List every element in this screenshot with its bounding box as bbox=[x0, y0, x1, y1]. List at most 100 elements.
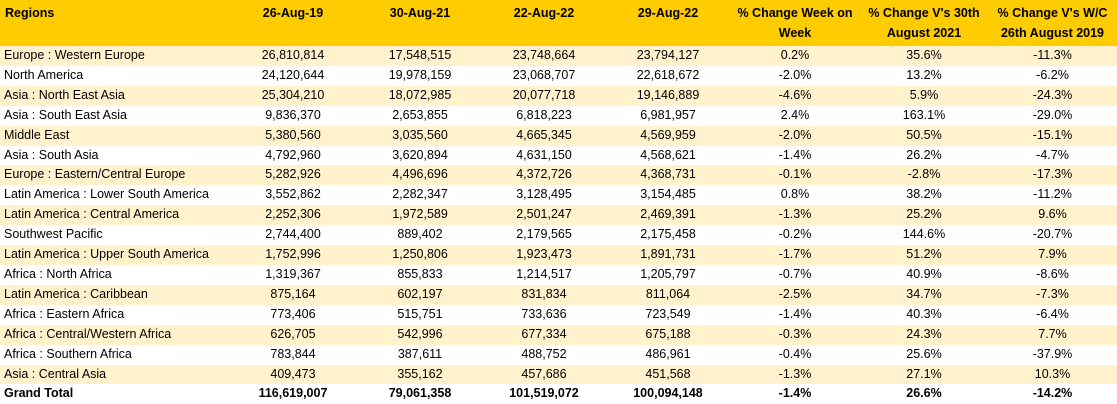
cell-region: Asia : North East Asia bbox=[4, 87, 125, 102]
cell-value-29-aug-22: 811,064 bbox=[645, 286, 691, 301]
cell-change-2019: -37.9% bbox=[1032, 346, 1073, 361]
table-row: Southwest Pacific 2,744,400 889,402 2,179,5… bbox=[0, 225, 1117, 246]
total-change-2021: 26.6% bbox=[860, 384, 988, 404]
cell-change-2019: 7.9% bbox=[1038, 247, 1067, 262]
cell-value-29-aug-22: 3,154,485 bbox=[640, 187, 696, 202]
cell-value-30-aug-21: 855,833 bbox=[397, 266, 443, 281]
header-30-aug-21: 30-Aug-21 bbox=[358, 0, 482, 46]
cell-change-2021: 51.2% bbox=[906, 247, 942, 262]
cell-change-week: -1.7% bbox=[778, 247, 812, 262]
cell-change-2021: 144.6% bbox=[902, 227, 946, 242]
cell-change-2021: 163.1% bbox=[902, 107, 946, 122]
total-value-26-aug-19: 116,619,007 bbox=[228, 384, 358, 404]
cell-value-22-aug-22: 457,686 bbox=[521, 366, 567, 381]
cell-change-2021: 38.2% bbox=[906, 187, 942, 202]
cell-change-2019: -6.2% bbox=[1036, 67, 1069, 82]
cell-value-30-aug-21: 4,496,696 bbox=[392, 167, 448, 182]
cell-change-2021: -2.8% bbox=[907, 167, 941, 182]
cell-change-2019: 10.3% bbox=[1034, 366, 1071, 381]
cell-change-2021: 25.2% bbox=[906, 207, 942, 222]
cell-value-29-aug-22: 1,891,731 bbox=[640, 247, 696, 262]
header-29-aug-22: 29-Aug-22 bbox=[606, 0, 730, 46]
cell-value-29-aug-22: 4,568,621 bbox=[640, 147, 696, 162]
cell-value-26-aug-19: 2,252,306 bbox=[265, 207, 321, 222]
cell-change-2021: 27.1% bbox=[906, 366, 942, 381]
cell-value-26-aug-19: 409,473 bbox=[270, 366, 316, 381]
cell-change-week: -2.0% bbox=[778, 67, 812, 82]
cell-region: North America bbox=[4, 67, 84, 82]
cell-value-30-aug-21: 3,620,894 bbox=[392, 147, 448, 162]
cell-value-26-aug-19: 875,164 bbox=[270, 286, 316, 301]
header-regions: Regions bbox=[0, 0, 228, 46]
cell-value-26-aug-19: 5,282,926 bbox=[265, 167, 321, 182]
cell-change-week: -2.0% bbox=[778, 127, 812, 142]
header-26-aug-19: 26-Aug-19 bbox=[228, 0, 358, 46]
cell-value-30-aug-21: 387,611 bbox=[397, 346, 443, 361]
table-row: Latin America : Central America 2,252,306… bbox=[0, 205, 1117, 226]
table-row: Latin America : Upper South America 1,752… bbox=[0, 245, 1117, 265]
cell-value-29-aug-22: 675,188 bbox=[645, 326, 691, 341]
cell-change-2019: -15.1% bbox=[1032, 127, 1073, 142]
cell-value-30-aug-21: 19,978,159 bbox=[388, 67, 452, 82]
cell-value-29-aug-22: 22,618,672 bbox=[636, 67, 700, 82]
cell-region: Latin America : Upper South America bbox=[4, 247, 209, 262]
cell-change-2019: -20.7% bbox=[1032, 227, 1073, 242]
cell-value-22-aug-22: 1,923,473 bbox=[516, 247, 572, 262]
cell-value-30-aug-21: 17,548,515 bbox=[388, 48, 452, 62]
cell-value-29-aug-22: 451,568 bbox=[645, 366, 691, 381]
cell-region: Africa : North Africa bbox=[4, 266, 112, 281]
cell-region: Africa : Eastern Africa bbox=[4, 306, 125, 321]
cell-change-week: -1.4% bbox=[778, 147, 812, 162]
table-row: Africa : Eastern Africa 773,406 515,751 733… bbox=[0, 304, 1117, 325]
cell-region: Middle East bbox=[4, 127, 70, 142]
table-row: Africa : Southern Africa 783,844 387,611 48… bbox=[0, 344, 1117, 365]
cell-value-29-aug-22: 4,368,731 bbox=[640, 167, 696, 182]
cell-change-2021: 40.9% bbox=[906, 266, 942, 281]
total-change-week: -1.4% bbox=[730, 384, 860, 404]
cell-change-2021: 24.3% bbox=[906, 326, 942, 341]
cell-change-week: -1.3% bbox=[778, 207, 812, 222]
cell-change-2019: -7.3% bbox=[1036, 286, 1069, 301]
cell-region: Latin America : Caribbean bbox=[4, 286, 148, 301]
table-row: Asia : Central Asia 409,473 355,162 457,686… bbox=[0, 364, 1117, 385]
cell-value-22-aug-22: 3,128,495 bbox=[516, 187, 572, 202]
total-change-2019: -14.2% bbox=[988, 384, 1117, 404]
table-row: Europe : Western Europe 26,810,814 17,548,… bbox=[0, 46, 1117, 66]
cell-value-22-aug-22: 2,179,565 bbox=[516, 227, 572, 242]
cell-value-26-aug-19: 2,744,400 bbox=[265, 227, 321, 242]
cell-change-2019: -4.7% bbox=[1036, 147, 1069, 162]
cell-value-22-aug-22: 677,334 bbox=[521, 326, 567, 341]
cell-change-week: -4.6% bbox=[778, 87, 812, 102]
table-row: Europe : Eastern/Central Europe 5,282,926… bbox=[0, 165, 1117, 186]
cell-value-22-aug-22: 23,748,664 bbox=[512, 48, 576, 62]
cell-value-22-aug-22: 488,752 bbox=[521, 346, 567, 361]
cell-value-26-aug-19: 1,319,367 bbox=[265, 266, 321, 281]
header-change-2019: % Change V's W/C 26th August 2019 bbox=[988, 0, 1117, 46]
cell-region: Southwest Pacific bbox=[4, 227, 103, 242]
cell-value-22-aug-22: 20,077,718 bbox=[512, 87, 576, 102]
cell-region: Africa : Southern Africa bbox=[4, 346, 132, 361]
cell-change-week: -2.5% bbox=[778, 286, 812, 301]
cell-region: Asia : Central Asia bbox=[4, 366, 107, 381]
header-change-2021: % Change V's 30th August 2021 bbox=[860, 0, 988, 46]
cell-value-30-aug-21: 2,653,855 bbox=[392, 107, 448, 122]
cell-value-30-aug-21: 515,751 bbox=[397, 306, 443, 321]
cell-region: Latin America : Central America bbox=[4, 207, 180, 222]
cell-value-26-aug-19: 3,552,862 bbox=[265, 187, 321, 202]
table-row: Asia : North East Asia 25,304,210 18,072,9… bbox=[0, 85, 1117, 106]
header-change-week: % Change Week on Week bbox=[730, 0, 860, 46]
cell-value-30-aug-21: 602,197 bbox=[397, 286, 443, 301]
cell-value-22-aug-22: 2,501,247 bbox=[516, 207, 572, 222]
cell-change-2021: 13.2% bbox=[906, 67, 942, 82]
cell-change-week: -0.7% bbox=[778, 266, 812, 281]
cell-value-30-aug-21: 2,282,347 bbox=[392, 187, 448, 202]
cell-value-29-aug-22: 2,175,458 bbox=[640, 227, 696, 242]
cell-value-30-aug-21: 1,250,806 bbox=[392, 247, 448, 262]
cell-value-29-aug-22: 19,146,889 bbox=[636, 87, 700, 102]
cell-value-22-aug-22: 4,665,345 bbox=[516, 127, 572, 142]
cell-value-22-aug-22: 4,631,150 bbox=[516, 147, 572, 162]
header-row: Regions 26-Aug-19 30-Aug-21 22-Aug-22 29… bbox=[0, 0, 1117, 46]
cell-region: Asia : South East Asia bbox=[4, 107, 127, 122]
cell-change-2021: 34.7% bbox=[906, 286, 942, 301]
cell-change-2019: 7.7% bbox=[1038, 326, 1067, 341]
